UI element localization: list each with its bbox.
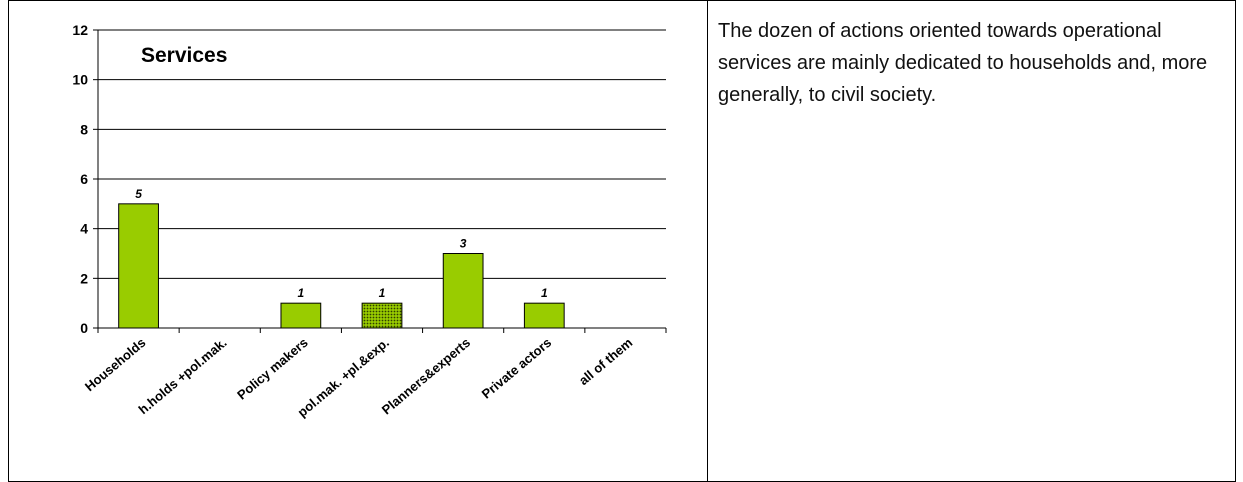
bar-5 — [523, 302, 565, 329]
chart-cell: 0 2 4 6 8 10 12 5 Households h.holds +pol.mak. 1 P… — [8, 0, 708, 482]
category-label: Planners&experts — [379, 335, 473, 418]
category-label: Private actors — [479, 335, 555, 402]
layout-table: 0 2 4 6 8 10 12 5 Households h.holds +pol.mak. 1 P… — [8, 0, 1236, 482]
bar-0 — [118, 203, 159, 329]
bar-3 — [361, 302, 403, 329]
y-tick-label: 4 — [80, 221, 88, 237]
bar-2 — [280, 302, 322, 329]
bar-4 — [442, 253, 484, 329]
value-label: 1 — [379, 286, 386, 300]
y-tick-label: 10 — [72, 72, 88, 88]
value-label: 1 — [298, 286, 305, 300]
text-cell: The dozen of actions oriented towards op… — [707, 0, 1236, 482]
description-text: The dozen of actions oriented towards op… — [718, 20, 1208, 106]
y-tick-label: 0 — [80, 320, 88, 336]
category-label: Policy makers — [234, 335, 311, 403]
y-tick-label: 2 — [80, 270, 88, 286]
y-tick-label: 12 — [72, 22, 88, 38]
chart-title: Services — [141, 44, 227, 67]
value-label: 3 — [460, 237, 467, 251]
value-label: 1 — [541, 286, 548, 300]
category-label: Households — [82, 335, 149, 394]
category-label: all of them — [576, 335, 635, 388]
y-tick-label: 8 — [80, 121, 88, 137]
category-label: h.holds +pol.mak. — [136, 335, 230, 417]
y-tick-label: 6 — [80, 171, 88, 187]
value-label: 5 — [135, 187, 142, 201]
